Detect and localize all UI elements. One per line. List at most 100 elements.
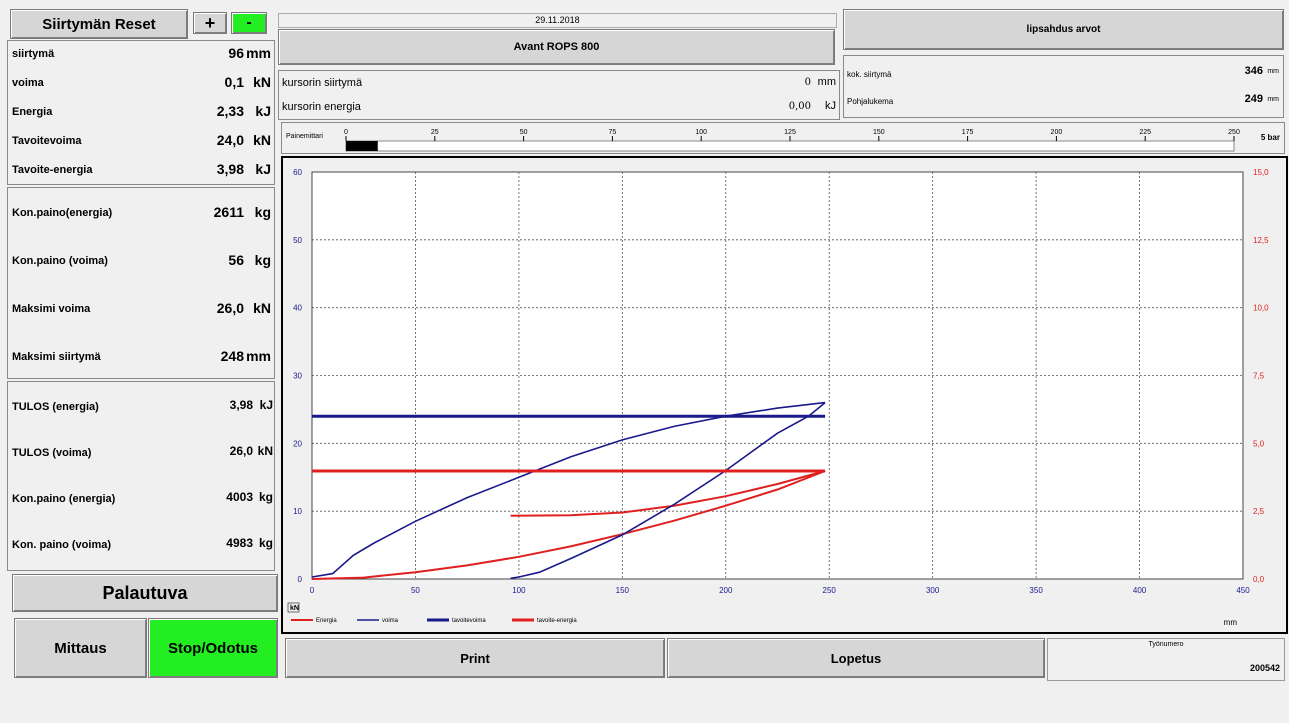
x-tick-label: 450 (1236, 586, 1250, 595)
kok-value: 346 (1244, 65, 1263, 77)
lipsahdus-button[interactable]: lipsahdus arvot (843, 9, 1284, 50)
gauge-tick-label: 50 (520, 129, 528, 136)
tyonumero-value: 200542 (1249, 663, 1280, 673)
top_rows-unit: kN (253, 74, 271, 90)
cursor-disp-value: 0 (804, 77, 811, 88)
cursor-energy-label: kursorin energia (282, 101, 361, 113)
x-axis-label: mm (1224, 618, 1238, 627)
legend-label: tavoitevoima (452, 618, 486, 624)
top_rows-unit: mm (246, 45, 271, 61)
gauge-tick-label: 150 (873, 129, 885, 136)
gauge-fill (346, 141, 378, 151)
y-axis-label-box (287, 602, 300, 613)
gauge-tick-label: 200 (1051, 129, 1063, 136)
cursor-energy-value: 0,00 (788, 101, 811, 112)
x-tick-label: 100 (512, 586, 526, 595)
result_rows-label: Kon. paino (voima) (12, 539, 111, 551)
y-left-tick-label: 50 (293, 236, 302, 245)
machine-weight-panel: Kon.paino(energia) 2611 kg Kon.paino (voima… (7, 187, 275, 379)
palautuva-button[interactable]: Palautuva (12, 574, 278, 612)
mid_rows-unit: mm (246, 348, 271, 364)
top_rows-value: 2,33 (216, 103, 244, 119)
mid_rows-unit: kN (253, 300, 271, 316)
top_rows-value: 24,0 (216, 132, 244, 148)
gauge-label: Painemittari (286, 133, 323, 140)
mid_rows-value: 26,0 (216, 300, 244, 316)
date-display: 29.11.2018 (278, 13, 837, 28)
y-left-tick-label: 60 (293, 168, 302, 177)
gauge-tick-label: 225 (1139, 129, 1151, 136)
gauge-tick-label: 100 (695, 129, 707, 136)
live-values-panel: siirtymä 96 mm voima 0,1 kN Energia 2,33 kJ Tavoi… (7, 40, 275, 185)
result_rows-unit: kN (257, 444, 273, 458)
x-tick-label: 300 (926, 586, 940, 595)
gauge-tick-label: 125 (784, 129, 796, 136)
gauge-tick-label: 75 (609, 129, 617, 136)
tyonumero-box: Työnumero 200542 (1047, 638, 1285, 681)
lipsahdus-panel: kok. siirtymä 346 mm Pohjalukema 249 mm (843, 55, 1284, 118)
mid_rows-label: Kon.paino (voima) (12, 255, 108, 267)
result_rows-unit: kg (258, 490, 273, 504)
cursor-disp-unit: mm (817, 76, 836, 88)
y-left-tick-label: 20 (293, 439, 302, 448)
y-left-tick-label: 40 (293, 304, 302, 313)
x-tick-label: 200 (719, 586, 733, 595)
kok-label: kok. siirtymä (847, 70, 892, 79)
result_rows-value: 4983 (226, 536, 253, 550)
top_rows-value: 0,1 (224, 74, 244, 90)
result_rows-label: TULOS (energia) (12, 401, 99, 413)
result_rows-label: Kon.paino (energia) (12, 493, 116, 505)
result_rows-unit: kJ (259, 398, 273, 412)
legend-label: Energia (316, 618, 337, 624)
mid_rows-value: 2611 (213, 204, 244, 220)
top_rows-value: 3,98 (216, 161, 244, 177)
mittaus-button[interactable]: Mittaus (14, 618, 147, 678)
x-tick-label: 250 (823, 586, 837, 595)
top_rows-unit: kN (253, 132, 271, 148)
result_rows-value: 4003 (226, 490, 253, 504)
y-left-tick-label: 10 (293, 507, 302, 516)
mid_rows-label: Kon.paino(energia) (12, 207, 113, 219)
y-right-tick-label: 7,5 (1253, 372, 1265, 381)
gauge-tick-label: 250 (1228, 129, 1240, 136)
pohja-value: 249 (1244, 93, 1263, 105)
result_rows-label: TULOS (voima) (12, 447, 92, 459)
series-line-energia (311, 470, 826, 580)
gauge-tick-label: 0 (344, 129, 348, 136)
chart-frame: 0 50 100 150 200 250 300 350 400 450 0 10 20 30 40 50 60… (281, 156, 1288, 634)
reset-button[interactable]: Siirtymän Reset (10, 9, 188, 39)
force-displacement-chart: 0 50 100 150 200 250 300 350 400 450 0 10 20 30 40 50 60… (287, 168, 1269, 627)
print-button[interactable]: Print (285, 638, 665, 678)
plus-button[interactable]: + (193, 12, 227, 34)
y-left-tick-label: 0 (298, 575, 303, 584)
y-right-tick-label: 12,5 (1253, 236, 1269, 245)
stop-odotus-button[interactable]: Stop/Odotus (148, 618, 278, 678)
lopetus-button[interactable]: Lopetus (667, 638, 1045, 678)
mid_rows-value: 56 (228, 252, 244, 268)
title-display: Avant ROPS 800 (278, 29, 835, 65)
gauge-tick-label: 25 (431, 129, 439, 136)
result-panel: TULOS (energia) 3,98 kJ TULOS (voima) 26,0 kN… (7, 381, 275, 571)
x-tick-label: 150 (616, 586, 630, 595)
mid_rows-unit: kg (254, 204, 271, 220)
series-line-voima-unload- (510, 401, 826, 580)
gauge-scale: 0 25 50 75 100 125 150 175 200 225 250 (344, 129, 1240, 152)
top_rows-label: siirtymä (12, 48, 55, 60)
top_rows-label: Tavoite-energia (12, 164, 93, 176)
legend-label: voima (382, 618, 399, 624)
series-line-energia-unload- (510, 470, 826, 517)
mid_rows-label: Maksimi voima (12, 303, 91, 315)
cursor-panel: kursorin siirtymä 0 mm kursorin energia … (278, 70, 840, 120)
x-tick-label: 0 (310, 586, 315, 595)
kok-unit: mm (1267, 68, 1279, 75)
y-right-tick-label: 15,0 (1253, 168, 1269, 177)
minus-button[interactable]: - (231, 12, 267, 34)
mid_rows-unit: kg (254, 252, 271, 268)
top_rows-label: Tavoitevoima (12, 135, 82, 147)
result_rows-value: 26,0 (229, 444, 253, 458)
top_rows-unit: kJ (255, 161, 271, 177)
x-tick-label: 50 (411, 586, 420, 595)
pressure-gauge: Painemittari 0 25 50 75 100 125 150 175 200 225 25… (281, 122, 1285, 154)
gauge-track (345, 140, 1235, 152)
legend-label: tavoite-energia (537, 618, 577, 624)
